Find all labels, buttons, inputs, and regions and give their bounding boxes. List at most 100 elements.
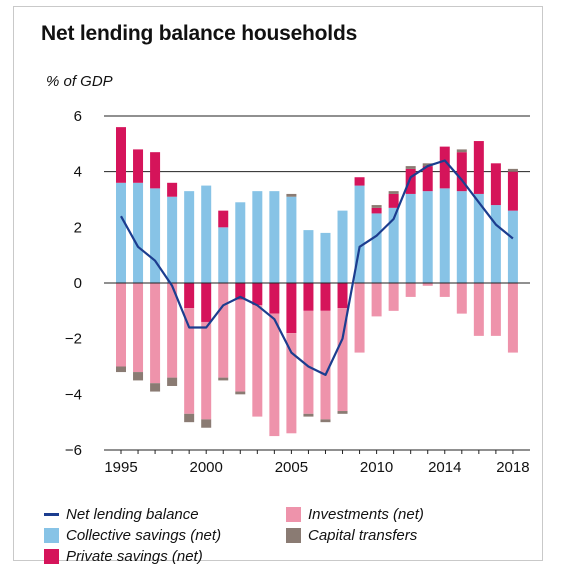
bar-capital-2012 bbox=[405, 166, 416, 169]
bar-collective-1995 bbox=[116, 182, 126, 283]
bar-investments-2008 bbox=[337, 308, 348, 412]
bar-investments-2010 bbox=[371, 283, 382, 317]
bar-collective-2016 bbox=[473, 193, 484, 283]
bar-capital-2006 bbox=[303, 413, 314, 417]
bar-collective-1998 bbox=[167, 196, 178, 283]
bar-investments-2003 bbox=[252, 305, 263, 417]
legend-item-capital: Capital transfers bbox=[286, 526, 417, 544]
bar-collective-1999 bbox=[184, 191, 195, 283]
legend-item-line: Net lending balance bbox=[44, 505, 199, 523]
y-tick-label: 6 bbox=[74, 108, 82, 125]
chart-title: Net lending balance households bbox=[41, 22, 358, 45]
bar-collective-2007 bbox=[320, 232, 331, 283]
bar-private-1996 bbox=[133, 149, 144, 183]
bar-collective-2009 bbox=[354, 185, 365, 283]
bar-capital-2001 bbox=[218, 377, 229, 381]
bar-private-2003 bbox=[252, 283, 263, 306]
legend-label: Net lending balance bbox=[66, 505, 199, 523]
bar-capital-2011 bbox=[388, 191, 399, 194]
bar-private-2013 bbox=[422, 166, 433, 192]
legend-swatch-private bbox=[44, 548, 59, 564]
bar-capital-1998 bbox=[167, 377, 178, 386]
bar-collective-2003 bbox=[252, 191, 263, 283]
bar-collective-2014 bbox=[439, 188, 450, 283]
bar-private-1995 bbox=[116, 127, 126, 183]
bar-investments-2015 bbox=[456, 283, 467, 314]
bar-private-2000 bbox=[201, 283, 212, 322]
bar-collective-1996 bbox=[133, 182, 144, 283]
bar-private-2006 bbox=[303, 283, 314, 311]
bar-investments-2011 bbox=[388, 283, 399, 311]
bar-investments-2014 bbox=[439, 283, 450, 297]
bar-investments-1996 bbox=[133, 283, 144, 373]
bar-capital-2008 bbox=[337, 411, 348, 414]
bar-private-2001 bbox=[218, 210, 229, 228]
bar-collective-2012 bbox=[405, 193, 416, 283]
x-tick-label: 2018 bbox=[496, 459, 529, 476]
bar-capital-2015 bbox=[456, 149, 467, 153]
bar-investments-2017 bbox=[490, 283, 501, 336]
bar-collective-2005 bbox=[286, 196, 297, 283]
bar-investments-1997 bbox=[150, 283, 161, 384]
bar-investments-1998 bbox=[167, 283, 178, 378]
bar-investments-2016 bbox=[473, 283, 484, 336]
y-tick-label: 4 bbox=[74, 164, 82, 181]
bar-collective-2006 bbox=[303, 230, 314, 283]
x-tick-label: 1995 bbox=[104, 459, 137, 476]
x-tick-label: 2005 bbox=[275, 459, 308, 476]
bar-capital-1995 bbox=[116, 366, 126, 373]
bar-private-1998 bbox=[167, 182, 178, 197]
bar-capital-2013 bbox=[422, 163, 433, 167]
bar-investments-2005 bbox=[286, 333, 297, 434]
bar-capital-1999 bbox=[184, 413, 195, 423]
bar-private-2010 bbox=[371, 207, 382, 214]
bar-private-2012 bbox=[405, 168, 416, 194]
bar-collective-2004 bbox=[269, 191, 280, 283]
bar-collective-2013 bbox=[422, 191, 433, 283]
chart-plot: 6 4 2 0 −2 −4 −6 1995 2000 2005 2010 2014 2018 bbox=[65, 108, 530, 476]
bar-private-2018 bbox=[507, 171, 518, 211]
bar-private-2014 bbox=[439, 146, 450, 189]
bar-private-2017 bbox=[490, 163, 501, 206]
bar-investments-2007 bbox=[320, 310, 331, 420]
x-tick-label: 2010 bbox=[360, 459, 393, 476]
bar-private-1997 bbox=[150, 152, 161, 189]
bar-capital-1997 bbox=[150, 383, 161, 392]
legend-label: Capital transfers bbox=[308, 526, 418, 544]
bar-private-2015 bbox=[456, 152, 467, 192]
y-tick-label: 2 bbox=[74, 219, 82, 236]
bar-investments-2002 bbox=[235, 299, 246, 392]
x-tick-label: 2000 bbox=[190, 459, 223, 476]
bar-capital-1996 bbox=[133, 372, 144, 381]
legend-swatch-investments bbox=[286, 506, 301, 522]
chart-legend: Net lending balance Investments (net) Coll… bbox=[44, 505, 524, 567]
bar-private-2004 bbox=[269, 283, 280, 314]
bar-investments-1995 bbox=[116, 283, 126, 367]
bar-private-2005 bbox=[286, 283, 297, 334]
bar-private-2016 bbox=[473, 141, 484, 194]
bar-investments-1999 bbox=[184, 308, 195, 414]
bar-capital-2018 bbox=[507, 168, 518, 172]
y-tick-label: −4 bbox=[65, 386, 82, 403]
chart-frame bbox=[13, 6, 543, 561]
bar-private-1999 bbox=[184, 283, 195, 309]
bar-investments-2013 bbox=[422, 283, 433, 286]
y-axis-unit-label: % of GDP bbox=[46, 73, 113, 90]
bar-investments-2006 bbox=[303, 310, 314, 414]
bar-collective-2008 bbox=[337, 210, 348, 283]
legend-swatch-line bbox=[44, 512, 59, 516]
legend-label: Investments (net) bbox=[308, 505, 424, 523]
bar-capital-2000 bbox=[201, 419, 212, 428]
bar-investments-2009 bbox=[354, 283, 365, 353]
bar-collective-2000 bbox=[201, 185, 212, 283]
bar-collective-2001 bbox=[218, 227, 229, 283]
bar-investments-2004 bbox=[269, 313, 280, 437]
legend-swatch-capital bbox=[286, 527, 301, 543]
legend-item-collective: Collective savings (net) bbox=[44, 526, 221, 544]
y-tick-label: −6 bbox=[65, 442, 82, 459]
bar-capital-2005 bbox=[286, 193, 297, 197]
bar-capital-2007 bbox=[320, 419, 331, 423]
legend-item-private: Private savings (net) bbox=[44, 547, 203, 565]
bar-investments-2012 bbox=[405, 283, 416, 297]
legend-item-investments: Investments (net) bbox=[286, 505, 424, 523]
